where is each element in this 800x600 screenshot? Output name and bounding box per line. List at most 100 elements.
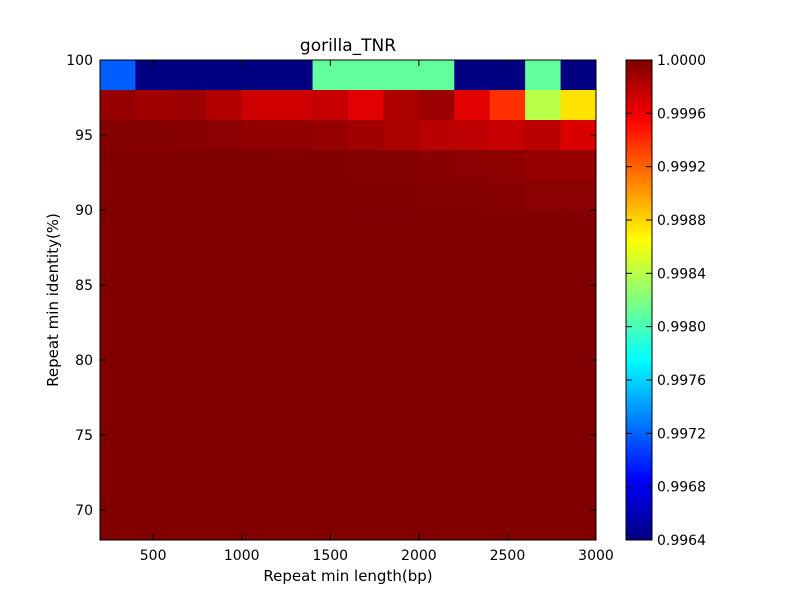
heatmap-cell — [348, 60, 384, 91]
heatmap-cell — [277, 510, 314, 541]
heatmap-cell — [560, 390, 597, 421]
y-axis: 70 75 80 85 90 95 100 — [66, 53, 596, 519]
heatmap-cell — [241, 450, 278, 481]
heatmap-cell — [312, 210, 349, 241]
colorbar-tick-label: 0.9964 — [657, 533, 706, 549]
heatmap-cell — [418, 360, 455, 391]
heatmap-cell — [100, 300, 136, 331]
heatmap-cell — [489, 240, 526, 271]
heatmap-cell — [489, 330, 526, 361]
heatmap-cell — [206, 150, 243, 181]
heatmap-cell — [418, 300, 455, 331]
heatmap-cell — [348, 510, 384, 541]
x-tick-label: 1500 — [312, 548, 348, 564]
heatmap-cell — [206, 390, 243, 421]
heatmap-cell — [348, 300, 384, 331]
y-axis-label: Repeat min identity(%) — [44, 213, 62, 387]
heatmap-cell — [241, 60, 278, 91]
colorbar-tick-label: 0.9996 — [657, 106, 706, 122]
heatmap-cell — [277, 420, 314, 451]
heatmap-cell — [454, 450, 491, 481]
heatmap-cell — [135, 270, 172, 301]
y-tick-label: 75 — [75, 428, 93, 444]
heatmap-cell — [418, 330, 455, 361]
heatmap-cell — [277, 330, 314, 361]
heatmap-cell — [454, 270, 491, 301]
heatmap-cell — [170, 360, 207, 391]
heatmap-cell — [135, 300, 172, 331]
heatmap-cell — [418, 180, 455, 211]
heatmap-cell — [560, 240, 597, 271]
heatmap-cell — [560, 330, 597, 361]
heatmap-cell — [489, 450, 526, 481]
heatmap-cell — [277, 450, 314, 481]
heatmap-cell — [100, 240, 136, 271]
heatmap-cells — [100, 60, 597, 541]
heatmap-cell — [348, 150, 384, 181]
heatmap-cell — [454, 330, 491, 361]
heatmap-cell — [525, 120, 562, 151]
heatmap-cell — [525, 150, 562, 181]
heatmap-cell — [418, 420, 455, 451]
colorbar-tick-label: 0.9992 — [657, 160, 706, 176]
heatmap-cell — [241, 210, 278, 241]
heatmap-cell — [348, 90, 384, 121]
heatmap-cell — [277, 240, 314, 271]
heatmap-cell — [135, 150, 172, 181]
heatmap-cell — [383, 450, 420, 481]
heatmap-cell — [348, 420, 384, 451]
heatmap-cell — [383, 120, 420, 151]
heatmap-cell — [170, 150, 207, 181]
heatmap-cell — [383, 510, 420, 541]
heatmap-cell — [560, 480, 597, 511]
heatmap-cell — [241, 150, 278, 181]
heatmap-cell — [489, 420, 526, 451]
heatmap-cell — [454, 390, 491, 421]
heatmap-cell — [206, 60, 243, 91]
heatmap-cell — [418, 390, 455, 421]
heatmap-cell — [348, 240, 384, 271]
heatmap-cell — [277, 180, 314, 211]
heatmap-cell — [135, 480, 172, 511]
heatmap-cell — [383, 90, 420, 121]
heatmap-cell — [383, 240, 420, 271]
y-tick-label: 90 — [75, 203, 93, 219]
heatmap-cell — [170, 300, 207, 331]
heatmap-cell — [489, 270, 526, 301]
heatmap-cell — [277, 150, 314, 181]
heatmap-cell — [560, 300, 597, 331]
colorbar — [625, 59, 653, 541]
heatmap-cell — [525, 450, 562, 481]
heatmap-cell — [418, 120, 455, 151]
heatmap-cell — [383, 270, 420, 301]
heatmap-cell — [100, 510, 136, 541]
heatmap-cell — [489, 210, 526, 241]
heatmap-cell — [418, 60, 455, 91]
heatmap-cell — [241, 360, 278, 391]
heatmap-cell — [206, 450, 243, 481]
heatmap-cell — [489, 90, 526, 121]
heatmap-cell — [560, 60, 597, 91]
heatmap-cell — [312, 90, 349, 121]
heatmap-cell — [525, 270, 562, 301]
heatmap-cell — [206, 420, 243, 451]
heatmap-cell — [241, 90, 278, 121]
heatmap-cell — [206, 300, 243, 331]
heatmap-cell — [383, 300, 420, 331]
heatmap-cell — [277, 210, 314, 241]
heatmap-cell — [454, 510, 491, 541]
heatmap-cell — [135, 90, 172, 121]
heatmap-cell — [418, 480, 455, 511]
plot-frame — [99, 59, 597, 541]
heatmap-cell — [170, 90, 207, 121]
heatmap-cell — [525, 420, 562, 451]
heatmap-cell — [206, 90, 243, 121]
heatmap-cell — [277, 90, 314, 121]
heatmap-cell — [525, 510, 562, 541]
heatmap-cell — [525, 240, 562, 271]
heatmap-cell — [454, 360, 491, 391]
heatmap-cell — [277, 270, 314, 301]
heatmap-cell — [348, 120, 384, 151]
heatmap-cell — [560, 90, 597, 121]
heatmap-cell — [383, 210, 420, 241]
